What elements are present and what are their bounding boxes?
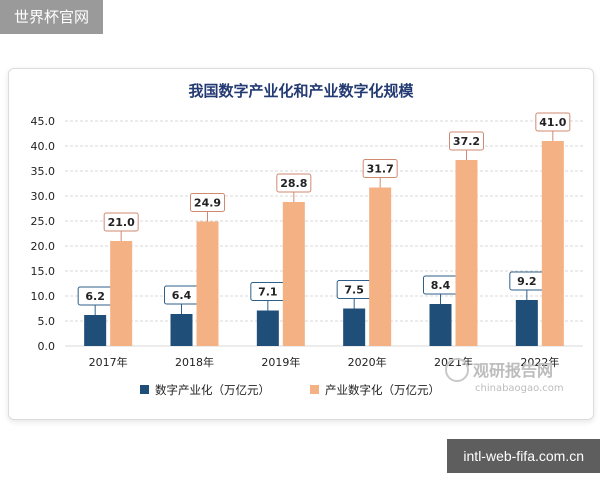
data-label: 21.0 [108, 216, 135, 229]
chart-panel: 我国数字产业化和产业数字化规模 0.0 5.0 10.0 15.0 20.0 25.0 30… [8, 68, 594, 420]
x-category-label: 2020年 [348, 355, 387, 369]
x-category-label: 2021年 [434, 355, 473, 369]
data-label: 37.2 [453, 135, 480, 148]
watermark-top: 世界杯官网 [0, 0, 104, 34]
y-tick-label: 30.0 [31, 190, 56, 203]
data-label: 6.4 [172, 289, 192, 302]
brand-name-en: chinabaogao.com [475, 383, 564, 394]
x-category-label: 2022年 [520, 355, 559, 369]
data-label: 6.2 [85, 290, 105, 303]
y-tick-label: 10.0 [31, 290, 56, 303]
x-category-label: 2019年 [261, 355, 300, 369]
bar-series2 [282, 202, 305, 346]
y-tick-label: 35.0 [31, 165, 56, 178]
bar-series2 [196, 221, 219, 346]
watermark-bottom: intl-web-fifa.com.cn [447, 439, 600, 473]
legend-swatch-series1 [140, 385, 149, 394]
y-tick-label: 5.0 [38, 315, 56, 328]
bar-series2 [369, 187, 392, 346]
brand-name-cn: 观研报告网 [473, 361, 553, 380]
data-label: 28.8 [280, 177, 307, 190]
y-axis-ticks: 0.0 5.0 10.0 15.0 20.0 25.0 30.0 35.0 40.0 45.0 [31, 115, 56, 353]
y-tick-label: 20.0 [31, 240, 56, 253]
bar-series1 [84, 315, 107, 346]
legend-label-series1: 数字产业化（万亿元） [155, 383, 270, 397]
data-label: 7.5 [344, 284, 364, 297]
bar-series1 [256, 310, 279, 346]
data-label: 24.9 [194, 197, 221, 210]
bar-series2 [541, 141, 564, 346]
legend: 数字产业化（万亿元） 产业数字化（万亿元） [140, 383, 440, 397]
bar-chart: 我国数字产业化和产业数字化规模 0.0 5.0 10.0 15.0 20.0 25.0 30… [31, 82, 583, 397]
brand-watermark: 观研报告网 chinabaogao.com [445, 358, 564, 394]
y-tick-label: 0.0 [38, 340, 56, 353]
data-label: 41.0 [539, 116, 566, 129]
legend-label-series2: 产业数字化（万亿元） [325, 383, 440, 397]
brand-logo-icon [445, 358, 469, 382]
bar-series2 [455, 160, 478, 346]
data-label: 7.1 [258, 286, 278, 299]
y-tick-label: 15.0 [31, 265, 56, 278]
x-category-label: 2017年 [89, 355, 128, 369]
chart-title: 我国数字产业化和产业数字化规模 [188, 82, 414, 100]
y-tick-label: 40.0 [31, 140, 56, 153]
data-label: 8.4 [431, 279, 451, 292]
legend-swatch-series2 [310, 385, 319, 394]
bar-series1 [343, 308, 366, 346]
bar-series2 [110, 241, 133, 346]
data-label: 9.2 [517, 275, 537, 288]
bar-series1 [170, 314, 193, 346]
bars: 6.2 21.0 6.4 24.9 7.1 28.8 7.5 31.7 8.4 37.2 9.2 41… [77, 112, 571, 346]
bar-series1 [515, 300, 538, 346]
data-label: 31.7 [367, 163, 394, 176]
x-category-label: 2018年 [175, 355, 214, 369]
y-tick-label: 45.0 [31, 115, 56, 128]
gridlines [65, 120, 583, 347]
x-axis-categories: 2017年 2018年 2019年 2020年 2021年 2022年 [89, 355, 560, 369]
bar-series1 [429, 304, 452, 346]
y-tick-label: 25.0 [31, 215, 56, 228]
